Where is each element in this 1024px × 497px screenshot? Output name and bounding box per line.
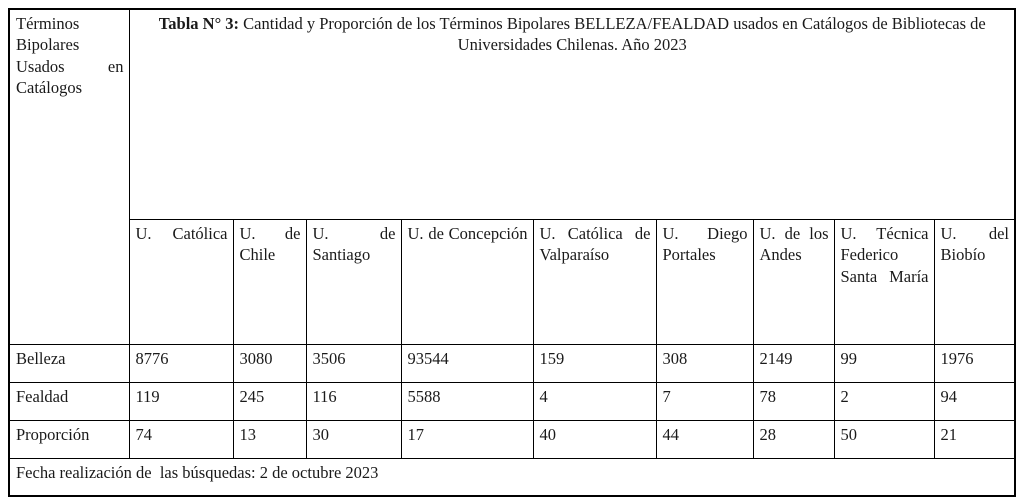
column-header-u-diego-portales: U. Diego Portales	[655, 219, 754, 345]
cell-fealdad-u-de-los-andes: 78	[752, 382, 835, 421]
cell-fealdad-u-catolica: 119	[128, 382, 234, 421]
column-header-label: U. Técnica Federico Santa María	[840, 224, 929, 286]
cell-belleza-u-de-los-andes: 2149	[752, 344, 835, 383]
column-header-label: U. Católica de Valparaíso	[539, 224, 651, 265]
cell-fealdad-u-del-biobio: 94	[933, 382, 1016, 421]
cell-fealdad-u-diego-portales: 7	[655, 382, 754, 421]
cell-belleza-u-de-santiago: 3506	[305, 344, 402, 383]
cell-belleza-u-tecnica-federico-santa-maria: 99	[833, 344, 935, 383]
row-label-fealdad: Fealdad	[8, 382, 130, 421]
table-row: Belleza 8776 3080 3506 93544 159 308 214…	[8, 344, 1016, 383]
cell-proporcion-u-catolica-de-valparaiso: 40	[532, 420, 657, 459]
stub-header-cell: Términos Bipolares Usados en Catálogos	[8, 8, 130, 345]
cell-proporcion-u-de-chile: 13	[232, 420, 307, 459]
table-row: Proporción 74 13 30 17 40 44 28 50 21	[8, 420, 1016, 459]
cell-proporcion-u-del-biobio: 21	[933, 420, 1016, 459]
cell-belleza-u-catolica-de-valparaiso: 159	[532, 344, 657, 383]
document-page: Términos Bipolares Usados en Catálogos T…	[8, 8, 1016, 497]
column-header-label: U. de Chile	[239, 224, 301, 265]
column-header-u-de-los-andes: U. de los Andes	[752, 219, 835, 345]
cell-belleza-u-de-chile: 3080	[232, 344, 307, 383]
column-header-label: U. de Santiago	[312, 224, 396, 265]
table-title-number: Tabla N° 3:	[158, 14, 240, 33]
row-label-belleza: Belleza	[8, 344, 130, 383]
cell-belleza-u-catolica: 8776	[128, 344, 234, 383]
cell-belleza-u-del-biobio: 1976	[933, 344, 1016, 383]
stub-header-label: Términos Bipolares Usados en Catálogos	[16, 14, 124, 98]
column-header-label: U. Diego Portales	[662, 224, 748, 265]
bipolar-terms-table: Términos Bipolares Usados en Catálogos T…	[8, 8, 1016, 497]
column-header-u-de-concepcion: U. de Concepción	[400, 219, 534, 345]
column-header-u-del-biobio: U. del Biobío	[933, 219, 1016, 345]
table-footnote: Fecha realización de las búsquedas: 2 de…	[8, 458, 1016, 497]
column-header-u-tecnica-federico-santa-maria: U. Técnica Federico Santa María	[833, 219, 935, 345]
column-header-u-de-santiago: U. de Santiago	[305, 219, 402, 345]
cell-fealdad-u-catolica-de-valparaiso: 4	[532, 382, 657, 421]
table-row: Fealdad 119 245 116 5588 4 7 78 2 94	[8, 382, 1016, 421]
cell-fealdad-u-de-concepcion: 5588	[400, 382, 534, 421]
cell-proporcion-u-de-concepcion: 17	[400, 420, 534, 459]
cell-proporcion-u-tecnica-federico-santa-maria: 50	[833, 420, 935, 459]
table-title-text: Cantidad y Proporción de los Términos Bi…	[239, 14, 986, 55]
column-header-label: U. Católica	[135, 224, 228, 243]
column-header-row: U. Católica U. de Chile U. de Santiago U…	[9, 219, 1016, 345]
cell-proporcion-u-de-los-andes: 28	[752, 420, 835, 459]
cell-proporcion-u-catolica: 74	[128, 420, 234, 459]
table-title-row: Términos Bipolares Usados en Catálogos T…	[8, 8, 1016, 345]
column-header-label: U. de Concepción	[407, 224, 528, 243]
cell-fealdad-u-de-santiago: 116	[305, 382, 402, 421]
cell-fealdad-u-de-chile: 245	[232, 382, 307, 421]
column-header-u-catolica-de-valparaiso: U. Católica de Valparaíso	[532, 219, 657, 345]
cell-belleza-u-diego-portales: 308	[655, 344, 754, 383]
column-header-label: U. de los Andes	[759, 224, 829, 265]
cell-proporcion-u-diego-portales: 44	[655, 420, 754, 459]
cell-proporcion-u-de-santiago: 30	[305, 420, 402, 459]
column-header-u-de-chile: U. de Chile	[232, 219, 307, 345]
column-header-u-catolica: U. Católica	[128, 219, 234, 345]
table-footnote-row: Fecha realización de las búsquedas: 2 de…	[8, 458, 1016, 497]
column-header-label: U. del Biobío	[940, 224, 1010, 265]
table-title-cell: Tabla N° 3: Cantidad y Proporción de los…	[128, 8, 1016, 220]
cell-fealdad-u-tecnica-federico-santa-maria: 2	[833, 382, 935, 421]
cell-belleza-u-de-concepcion: 93544	[400, 344, 534, 383]
row-label-proporcion: Proporción	[8, 420, 130, 459]
